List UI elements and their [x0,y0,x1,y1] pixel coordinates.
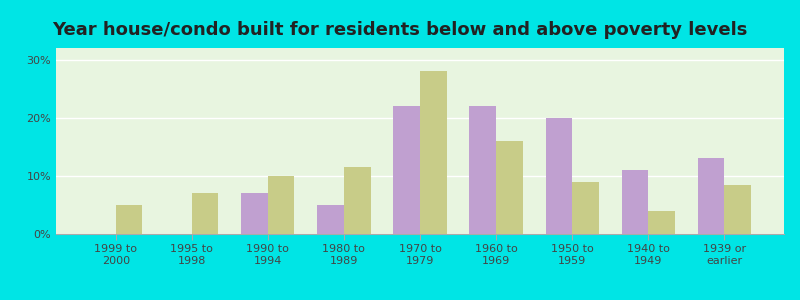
Bar [470,106,496,234]
Bar [242,193,268,234]
Bar [496,141,522,234]
Bar [192,193,218,234]
Bar [622,170,648,234]
Bar [394,106,420,234]
Bar [648,211,675,234]
Bar [698,158,724,234]
Bar [420,71,446,234]
Bar [546,118,572,234]
Bar [344,167,370,234]
Bar [268,176,294,234]
Bar [116,205,142,234]
Bar [572,182,598,234]
Text: Year house/condo built for residents below and above poverty levels: Year house/condo built for residents bel… [52,21,748,39]
Bar [724,184,751,234]
Bar [318,205,344,234]
